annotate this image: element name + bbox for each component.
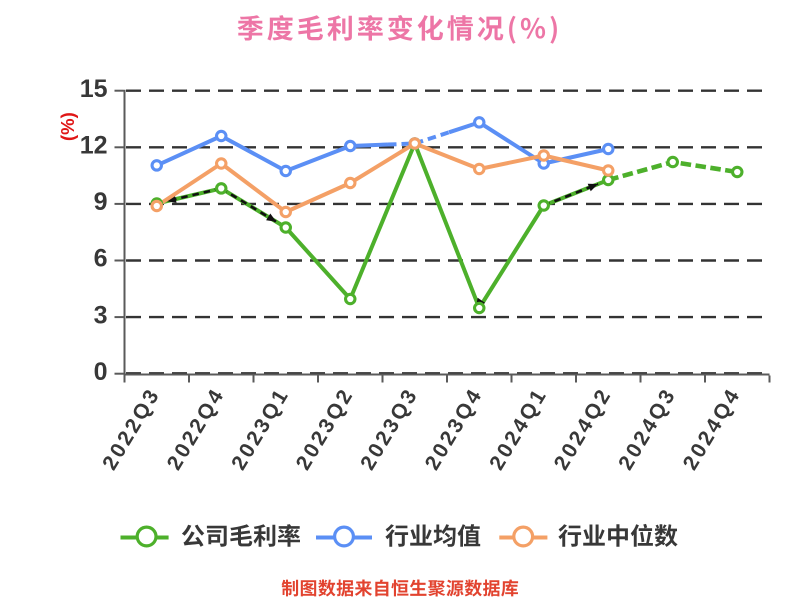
svg-text:(%): (%)	[57, 112, 78, 141]
svg-text:9: 9	[94, 188, 108, 216]
svg-text:3: 3	[94, 301, 108, 329]
svg-text:0: 0	[94, 358, 108, 386]
svg-text:6: 6	[94, 245, 108, 273]
svg-text:12: 12	[80, 132, 108, 160]
svg-text:15: 15	[80, 75, 108, 103]
